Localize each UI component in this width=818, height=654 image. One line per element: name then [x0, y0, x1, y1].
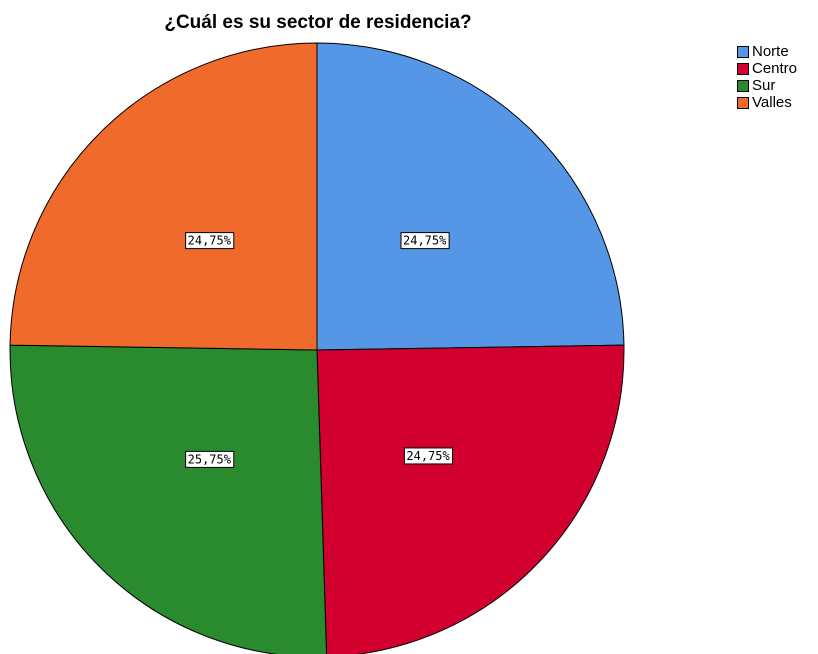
slice-label-norte: 24,75%: [400, 232, 450, 250]
legend-item-sur: Sur: [737, 77, 797, 94]
legend-label-valles: Valles: [752, 94, 792, 111]
slice-label-box-valles: [185, 232, 235, 250]
pie-slice-centro: [316, 344, 625, 654]
legend-swatch-centro: [737, 62, 749, 75]
slice-label-box-centro: [403, 447, 454, 465]
slice-label-text-centro: 24,75%: [406, 449, 450, 463]
legend-item-centro: Centro: [737, 60, 797, 77]
slice-label-text-valles: 24,75%: [188, 234, 232, 248]
legend-label-sur: Sur: [752, 77, 776, 94]
pie-slice-norte: [316, 42, 625, 351]
slice-label-box-sur: [185, 450, 235, 468]
slice-label-sur: 25,75%: [185, 450, 235, 468]
legend-item-norte: Norte: [737, 43, 797, 60]
legend-swatch-sur: [737, 79, 749, 92]
legend-label-norte: Norte: [752, 43, 789, 60]
slice-label-text-sur: 25,75%: [188, 452, 232, 466]
legend-label-centro: Centro: [752, 60, 798, 77]
slice-label-box-norte: [400, 232, 450, 250]
legend-swatch-valles: [737, 96, 749, 109]
legend: Norte Centro Sur Valles: [737, 43, 797, 111]
chart-title: ¿Cuál es su sector de residencia?: [164, 12, 472, 33]
legend-item-valles: Valles: [737, 94, 797, 111]
slice-label-centro: 24,75%: [403, 447, 454, 465]
legend-swatch-norte: [737, 45, 749, 58]
slice-label-text-norte: 24,75%: [403, 234, 447, 248]
slice-label-valles: 24,75%: [185, 232, 235, 250]
pie-slice-valles: [9, 42, 318, 351]
pie-slice-sur: [9, 344, 328, 654]
